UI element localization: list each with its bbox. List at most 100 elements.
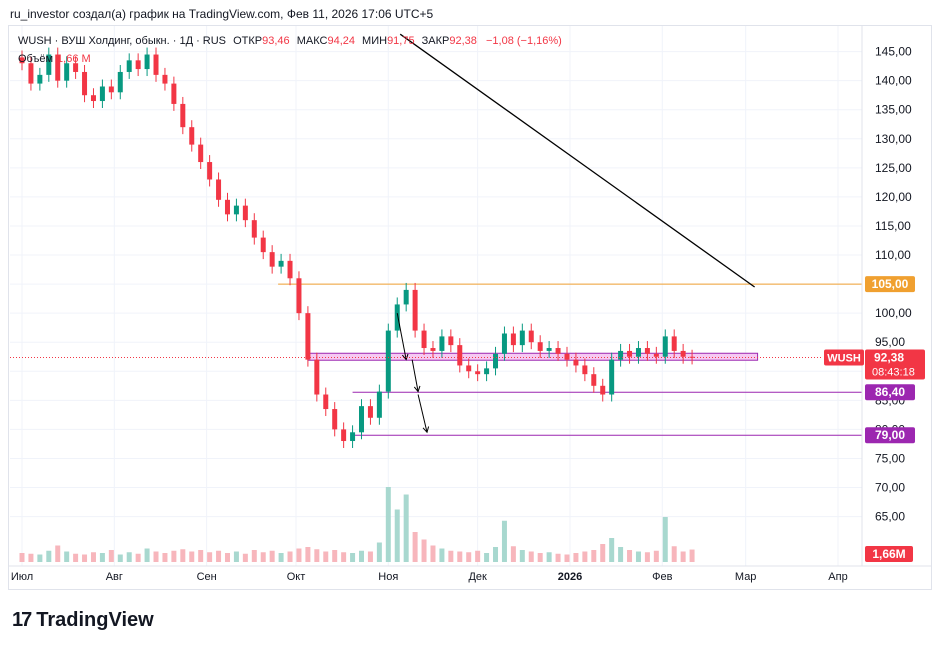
- chart-frame: [8, 25, 932, 590]
- low-value: 91,75: [387, 35, 415, 47]
- volume-bar: [635, 551, 641, 562]
- volume-bar: [305, 547, 311, 562]
- volume-bar: [367, 551, 373, 562]
- symbol-badge-label: WUSH: [827, 352, 861, 364]
- candle-body: [46, 54, 52, 75]
- volume-legend[interactable]: Объём 1,66 M: [18, 53, 91, 65]
- candle-body: [28, 63, 34, 84]
- volume-bar: [403, 494, 409, 562]
- price-badges: 105,00 86,40 79,00 WUSH 92,38 08:43:18 1,66M: [824, 276, 925, 562]
- candle-body: [385, 330, 391, 392]
- candle-body: [314, 359, 320, 395]
- x-tick-label: Окт: [287, 571, 306, 583]
- candle-body: [82, 71, 88, 96]
- volume-badge: [865, 546, 913, 562]
- volume-bar: [37, 554, 43, 562]
- candle-body: [376, 391, 382, 418]
- volume-bar: [90, 552, 96, 562]
- candle-body: [421, 330, 427, 349]
- volume-bar: [216, 550, 222, 562]
- volume-bar: [466, 552, 472, 562]
- volume-bar: [314, 549, 320, 562]
- candle-body: [403, 289, 409, 305]
- volume-bar: [644, 552, 650, 562]
- volume-bar: [600, 544, 606, 562]
- volume-bar: [591, 550, 597, 562]
- candle-body: [126, 60, 132, 72]
- change-value: −1,08 (−1,16%): [485, 35, 562, 47]
- arrow-line: [417, 394, 428, 433]
- y-tick-label: 130,00: [875, 132, 912, 146]
- candle-body: [573, 359, 579, 366]
- candle-body: [546, 348, 552, 351]
- candle-body: [37, 74, 43, 84]
- tradingview-logo[interactable]: 17 TradingView: [12, 609, 154, 632]
- x-tick-label: Авг: [106, 571, 123, 583]
- candle-body: [55, 54, 61, 81]
- volume-bar: [493, 547, 499, 562]
- volume-bar: [671, 546, 677, 562]
- volume-bar: [260, 552, 266, 562]
- volume-bar: [108, 550, 114, 562]
- volume-bar: [653, 550, 659, 562]
- y-tick-label: 140,00: [875, 74, 912, 88]
- volume-bar: [537, 553, 543, 562]
- volume-bar: [135, 553, 141, 562]
- volume-bar: [439, 548, 445, 562]
- candle-body: [224, 199, 230, 215]
- volume-bar: [341, 552, 347, 562]
- grid-lines: [10, 26, 862, 566]
- candle-body: [73, 63, 79, 72]
- volume-bar: [126, 552, 132, 562]
- volume-bar: [582, 551, 588, 562]
- x-tick-label: Ноя: [378, 571, 398, 583]
- candle-body: [367, 406, 373, 418]
- volume-bar: [627, 550, 633, 562]
- candle-body: [582, 365, 588, 375]
- candle-body: [305, 313, 311, 360]
- trend-line: [399, 33, 755, 288]
- candle-body: [198, 144, 204, 163]
- volume-bar: [528, 551, 534, 562]
- high-label: МАКС: [296, 35, 328, 47]
- candle-body: [64, 63, 70, 81]
- volume-bar: [180, 549, 186, 562]
- volume-bar: [117, 554, 123, 562]
- price-badge: [865, 384, 915, 401]
- y-tick-label: 75,00: [875, 451, 905, 465]
- y-tick-label: 95,00: [875, 335, 905, 349]
- candle-body: [171, 83, 177, 104]
- arrow-head-icon: [413, 385, 421, 393]
- volume-bar: [73, 553, 79, 562]
- chart-caption: ru_investor создал(а) график на TradingV…: [10, 7, 434, 21]
- candle-body: [439, 336, 445, 351]
- candle-body: [189, 127, 195, 145]
- volume-bar: [501, 520, 507, 562]
- tradingview-wordmark: TradingView: [36, 609, 154, 631]
- open-label: ОТКР: [233, 35, 263, 47]
- volume-bar: [573, 553, 579, 562]
- price-candles: [19, 47, 695, 448]
- y-tick-label: 100,00: [875, 306, 912, 320]
- volume-bar: [484, 553, 490, 562]
- candle-body: [457, 345, 463, 366]
- volume-bar: [546, 552, 552, 562]
- volume-bar: [394, 509, 400, 562]
- volume-bars: [19, 487, 695, 562]
- candle-body: [618, 350, 624, 360]
- volume-bar: [242, 553, 248, 562]
- volume-bar: [28, 553, 34, 562]
- volume-bar: [189, 551, 195, 562]
- volume-bar: [171, 550, 177, 562]
- symbol-legend[interactable]: WUSH · ВУШ Холдинг, обыкн. · 1Д · RUS ОТ…: [18, 35, 562, 47]
- candle-body: [19, 57, 25, 64]
- candle-body: [233, 205, 239, 215]
- candle-body: [99, 86, 105, 102]
- candle-body: [609, 359, 615, 395]
- volume-bar: [609, 538, 615, 562]
- candle-body: [484, 368, 490, 375]
- volume-value: 1,66 M: [57, 53, 91, 65]
- volume-bar: [198, 550, 204, 562]
- volume-bar: [153, 551, 159, 562]
